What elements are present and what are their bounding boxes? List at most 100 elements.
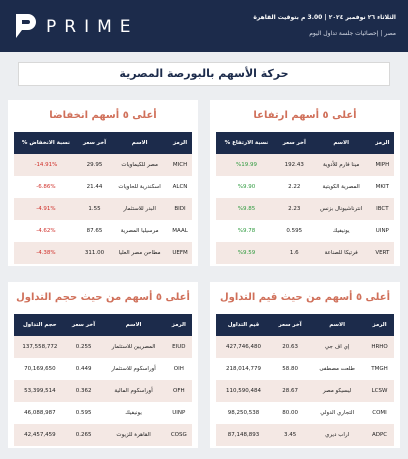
table: الرمز الاسم آخر سعر نسبة الارتفاع % MIPH مينا… (216, 132, 394, 264)
cell: COSG (165, 424, 192, 446)
row: UEFM مطاحن مصر العليا 311.00 -4.38% (14, 242, 192, 264)
cell: اسكندرية للحاويات (118, 184, 161, 190)
cell: BIDI (168, 198, 192, 220)
cell: مصر للكيماويات (111, 154, 169, 176)
cell: UINP (172, 410, 186, 416)
row: MICH مصر للكيماويات 29.95 -14.91% (14, 154, 192, 176)
cell: 20.63 (271, 336, 310, 358)
cell: VERT (370, 242, 394, 264)
header-row: الرمز الاسم آخر سعر نسبة الارتفاع % (216, 132, 394, 154)
cell: 1.6 (276, 242, 312, 264)
column-header: آخر سعر (276, 132, 312, 154)
cell: -4.38% (14, 242, 78, 264)
cell: انترناشيونال بزنس (311, 198, 371, 220)
column-header: الرمز (370, 132, 394, 154)
cell: 0.449 (75, 366, 92, 372)
row: LCSW ليسيكو مصر 28.67 110,590,484 (216, 380, 394, 402)
row: COMI التجاري الدولي 80.00 98,250,538 (216, 402, 394, 424)
cell: 70,169,650 (24, 366, 56, 372)
row: COSG القاهرة للزيوت 0.265 42,457,459 (14, 424, 192, 446)
row: ADPC اراب ديري 3.45 87,148,893 (216, 424, 394, 446)
logo: PRIME (16, 14, 139, 38)
column-header: آخر سعر (271, 314, 310, 336)
column-header: الاسم (309, 314, 366, 336)
column-header: قيم التداول (216, 314, 271, 336)
cell: المصرية الكويتية (322, 184, 360, 190)
page-title: حركة الأسهم بالبورصة المصرية (18, 62, 390, 86)
header-row: الرمز الاسم آخر سعر قيم التداول (216, 314, 394, 336)
cell: 28.67 (271, 380, 310, 402)
row: TMGH طلعت مصطفى 58.80 218,014,779 (216, 358, 394, 380)
cell: 87.65 (86, 228, 103, 234)
cell: البدر للاستثمار (111, 198, 169, 220)
panels: أعلى ٥ أسهم ارتفاعا الرمز الاسم آخر سعر نسبة… (8, 100, 400, 448)
cell: 0.265 (65, 424, 102, 446)
column-header: الاسم (101, 314, 166, 336)
row: EIUD المصريين للاستثمار 0.255 137,558,772 (14, 336, 192, 358)
row: BIDI البدر للاستثمار 1.55 -4.91% (14, 198, 192, 220)
cell: 2.22 (288, 184, 301, 190)
column-header: نسبة الانخفاض % (14, 132, 78, 154)
cell: 87,148,893 (216, 424, 271, 446)
cell: 192.43 (276, 154, 312, 176)
cell: 3.45 (271, 424, 310, 446)
header: PRIME الثلاثاء ٢٦ نوفمبر ٢٠٢٤ | 3.00 م ب… (0, 0, 408, 52)
cell: مطاحن مصر العليا (111, 242, 169, 264)
cell: 1.55 (77, 198, 112, 220)
cell: MICH (168, 154, 192, 176)
cell: -6.86% (36, 184, 56, 190)
cell: COMI (372, 410, 387, 416)
cell: MIPH (370, 154, 394, 176)
cell: TMGH (371, 366, 388, 372)
cell: -4.91% (14, 198, 78, 220)
row: OIH أوراسكوم للاستثمار 0.449 70,169,650 (14, 358, 192, 380)
column-header: الرمز (365, 314, 394, 336)
column-header: الرمز (168, 132, 192, 154)
column-header: آخر سعر (77, 132, 112, 154)
column-header: الرمز (165, 314, 192, 336)
cell: 427,746,480 (216, 336, 271, 358)
cell: 311.00 (77, 242, 112, 264)
cell: UINP (375, 228, 389, 234)
row: IBCT انترناشيونال بزنس 2.23 %9.85 (216, 198, 394, 220)
column-header: الاسم (111, 132, 169, 154)
cell: 46,088,987 (24, 410, 56, 416)
table: الرمز الاسم آخر سعر قيم التداول HRHO إي اف جي… (216, 314, 394, 446)
logo-icon (16, 14, 36, 38)
panel: أعلى ٥ أسهم انخفاضا الرمز الاسم آخر سعر نسبة… (8, 100, 198, 266)
row: MKIT المصرية الكويتية 2.22 %9.90 (216, 176, 394, 198)
cell: %9.85 (216, 198, 277, 220)
cell: 0.362 (65, 380, 102, 402)
logo-text: PRIME (46, 17, 139, 37)
cell: يونيفيك (125, 410, 142, 416)
panel-title: أعلى ٥ أسهم انخفاضا (49, 110, 157, 121)
cell: أوراسكوم المالية (101, 380, 166, 402)
column-header: نسبة الارتفاع % (216, 132, 277, 154)
panel: أعلى ٥ أسهم من حيث حجم التداول الرمز الاسم… (8, 282, 198, 448)
cell: مينا فارم للأدوية (311, 154, 371, 176)
cell: %9.90 (237, 184, 256, 190)
cell: ALCN (172, 184, 188, 190)
cell: OFH (165, 380, 192, 402)
cell: MAAL (172, 228, 188, 234)
panel-title: أعلى ٥ أسهم ارتفاعا (253, 110, 357, 121)
row: UINP يونيفيك 0.595 46,088,987 (14, 402, 192, 424)
cell: 42,457,459 (14, 424, 66, 446)
cell: IBCT (370, 198, 394, 220)
header-row: الرمز الاسم آخر سعر نسبة الانخفاض % (14, 132, 192, 154)
cell: المصريين للاستثمار (101, 336, 166, 358)
cell: القاهرة للزيوت (101, 424, 166, 446)
cell: 29.95 (77, 154, 112, 176)
cell: -4.62% (36, 228, 56, 234)
cell: %9.59 (216, 242, 277, 264)
cell: 80.00 (282, 410, 298, 416)
cell: 21.44 (86, 184, 103, 190)
cell: مرسيليا المصرية (120, 228, 159, 234)
cell: LCSW (365, 380, 394, 402)
cell: 98,250,538 (227, 410, 260, 416)
row: OFH أوراسكوم المالية 0.362 53,399,514 (14, 380, 192, 402)
cell: 137,558,772 (14, 336, 66, 358)
cell: ليسيكو مصر (309, 380, 366, 402)
cell: 53,399,514 (14, 380, 66, 402)
cell: إي اف جي (309, 336, 366, 358)
